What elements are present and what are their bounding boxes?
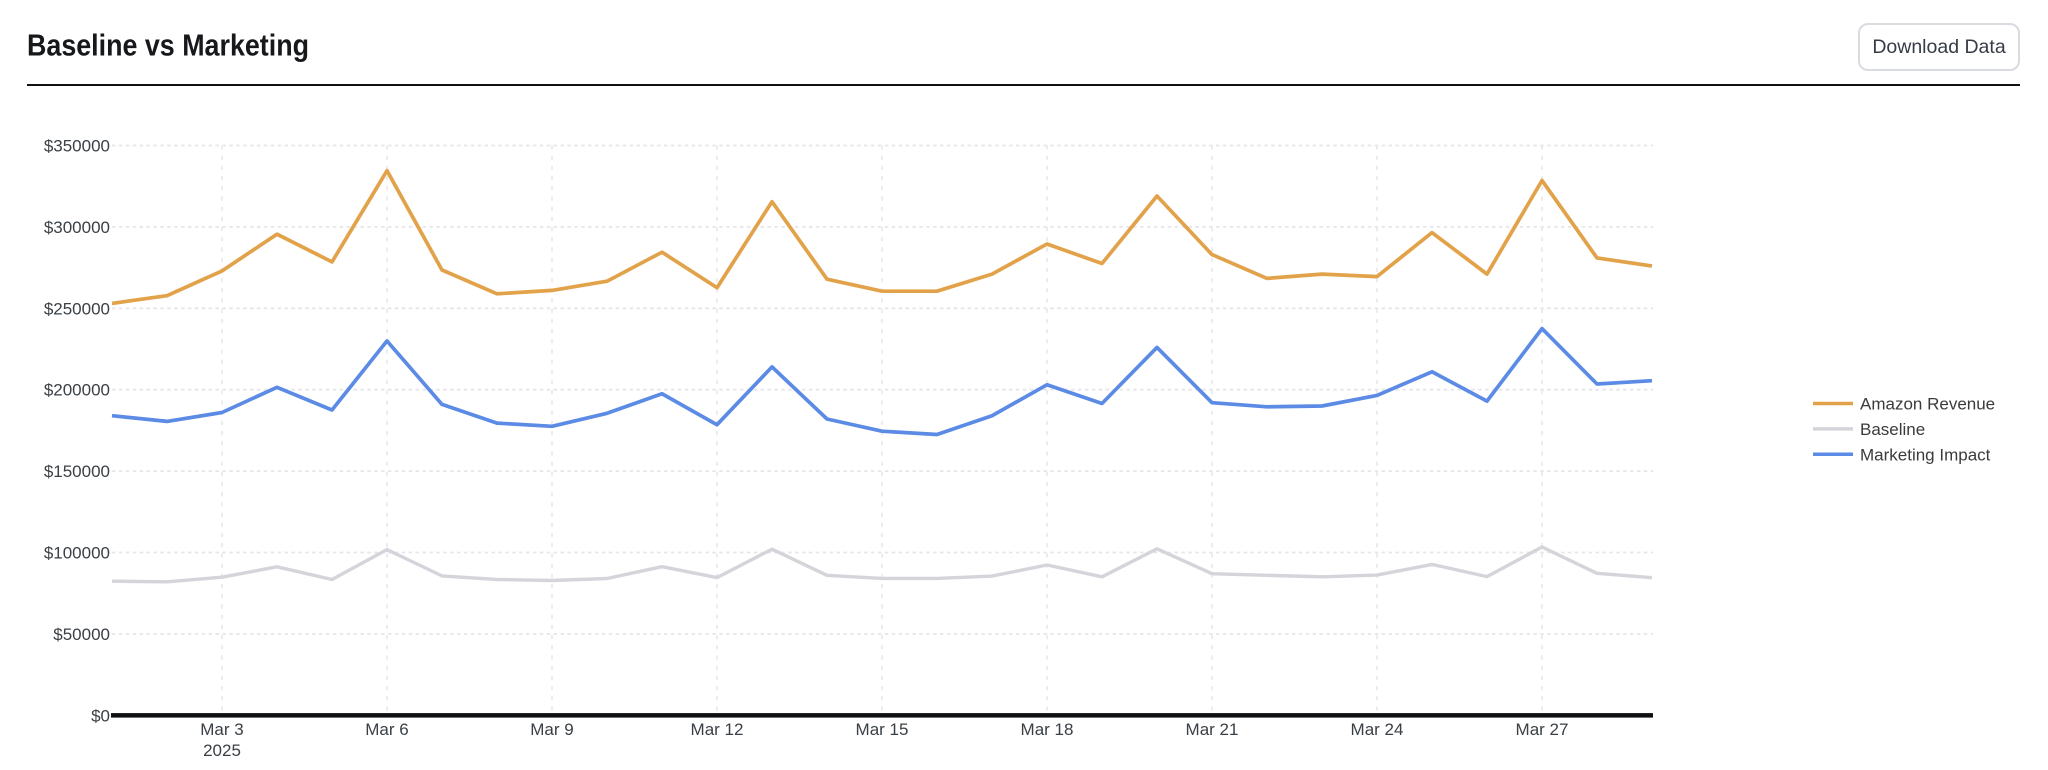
svg-text:Mar 15: Mar 15	[856, 720, 909, 739]
svg-text:Mar 18: Mar 18	[1021, 720, 1074, 739]
svg-text:Amazon Revenue: Amazon Revenue	[1860, 395, 1995, 414]
svg-text:Mar 3: Mar 3	[200, 720, 243, 739]
svg-text:$50000: $50000	[53, 625, 110, 644]
svg-text:$250000: $250000	[44, 299, 110, 318]
svg-text:Mar 21: Mar 21	[1186, 720, 1239, 739]
svg-text:Mar 6: Mar 6	[365, 720, 408, 739]
svg-text:$350000: $350000	[44, 137, 110, 156]
svg-text:Mar 12: Mar 12	[691, 720, 744, 739]
svg-text:Mar 9: Mar 9	[530, 720, 573, 739]
svg-text:$200000: $200000	[44, 381, 110, 400]
svg-text:$300000: $300000	[44, 218, 110, 237]
svg-text:Marketing Impact: Marketing Impact	[1860, 445, 1991, 464]
svg-text:Mar 27: Mar 27	[1516, 720, 1569, 739]
svg-text:Baseline: Baseline	[1860, 420, 1925, 439]
svg-text:$100000: $100000	[44, 544, 110, 563]
svg-text:2025: 2025	[203, 741, 241, 760]
svg-text:$150000: $150000	[44, 462, 110, 481]
svg-text:Baseline vs Marketing: Baseline vs Marketing	[27, 29, 309, 63]
svg-text:Mar 24: Mar 24	[1351, 720, 1404, 739]
svg-text:$0: $0	[91, 706, 110, 725]
